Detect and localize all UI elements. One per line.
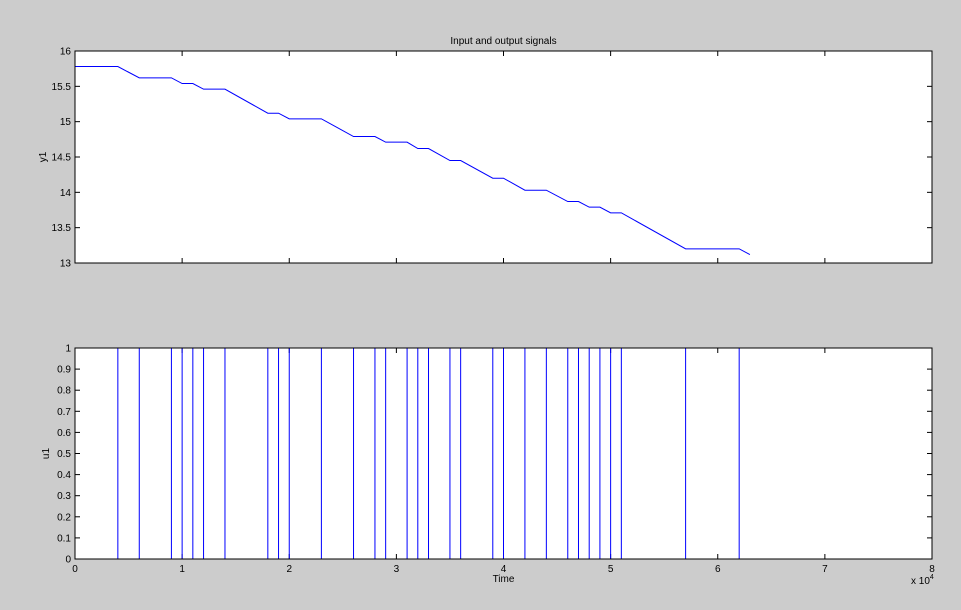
top-y-tick-label: 13 <box>60 259 72 270</box>
bottom-x-tick-label: 7 <box>822 564 828 575</box>
bottom-x-tick-label: 5 <box>608 564 614 575</box>
bottom-y-tick-label: 0 <box>65 555 71 566</box>
bottom-x-tick-label: 4 <box>501 564 507 575</box>
axes-bottom-frame <box>74 347 933 560</box>
bottom-x-tick-label: 8 <box>929 564 935 575</box>
bottom-x-tick-label: 1 <box>179 564 185 575</box>
bottom-y-tick-label: 1 <box>65 344 71 355</box>
axes-top-frame <box>74 50 933 264</box>
x-axis-multiplier: x 104 <box>911 574 934 587</box>
bottom-y-tick-label: 0.6 <box>57 428 71 439</box>
bottom-x-tick-label: 3 <box>394 564 400 575</box>
bottom-y-tick-label: 0.4 <box>57 470 71 481</box>
top-y-tick-label: 15 <box>60 117 72 128</box>
bottom-x-tick-label: 2 <box>286 564 292 575</box>
bottom-x-tick-label: 0 <box>72 564 78 575</box>
axes-top: 13 13.5 14 14.5 15 15.5 16 Input and output si… <box>38 36 933 270</box>
bottom-y-tick-label: 0.2 <box>57 512 71 523</box>
axes-top-background <box>75 51 932 263</box>
top-y-tick-label: 14.5 <box>52 153 72 164</box>
bottom-y-tick-label: 0.9 <box>57 365 71 376</box>
bottom-x-tick-label: 6 <box>715 564 721 575</box>
axes-bottom: 0 1 2 3 4 5 6 7 8 0 0.1 0.2 0.3 0.4 0.5 0.6 0.7 0.8 0.9 1 T… <box>41 344 935 588</box>
bottom-y-tick-label: 0.5 <box>57 449 71 460</box>
y-axis-label-bottom: u1 <box>41 448 52 460</box>
bottom-y-tick-label: 0.7 <box>57 407 71 418</box>
bottom-y-tick-label: 0.1 <box>57 533 71 544</box>
top-y-tick-label: 16 <box>60 47 72 58</box>
top-y-tick-label: 15.5 <box>52 82 72 93</box>
bottom-y-tick-label: 0.3 <box>57 491 71 502</box>
bottom-y-tick-label: 0.8 <box>57 386 71 397</box>
x-axis-multiplier-exponent: 4 <box>930 574 934 581</box>
x-axis-label: Time <box>493 574 515 585</box>
top-series-line <box>75 66 751 255</box>
top-y-tick-label: 14 <box>60 188 72 199</box>
axes-top-marks: 13 13.5 14 14.5 15 15.5 16 <box>52 47 933 270</box>
chart-title: Input and output signals <box>450 36 556 47</box>
y-axis-label-top: y1 <box>38 151 49 162</box>
top-y-tick-label: 13.5 <box>52 223 72 234</box>
